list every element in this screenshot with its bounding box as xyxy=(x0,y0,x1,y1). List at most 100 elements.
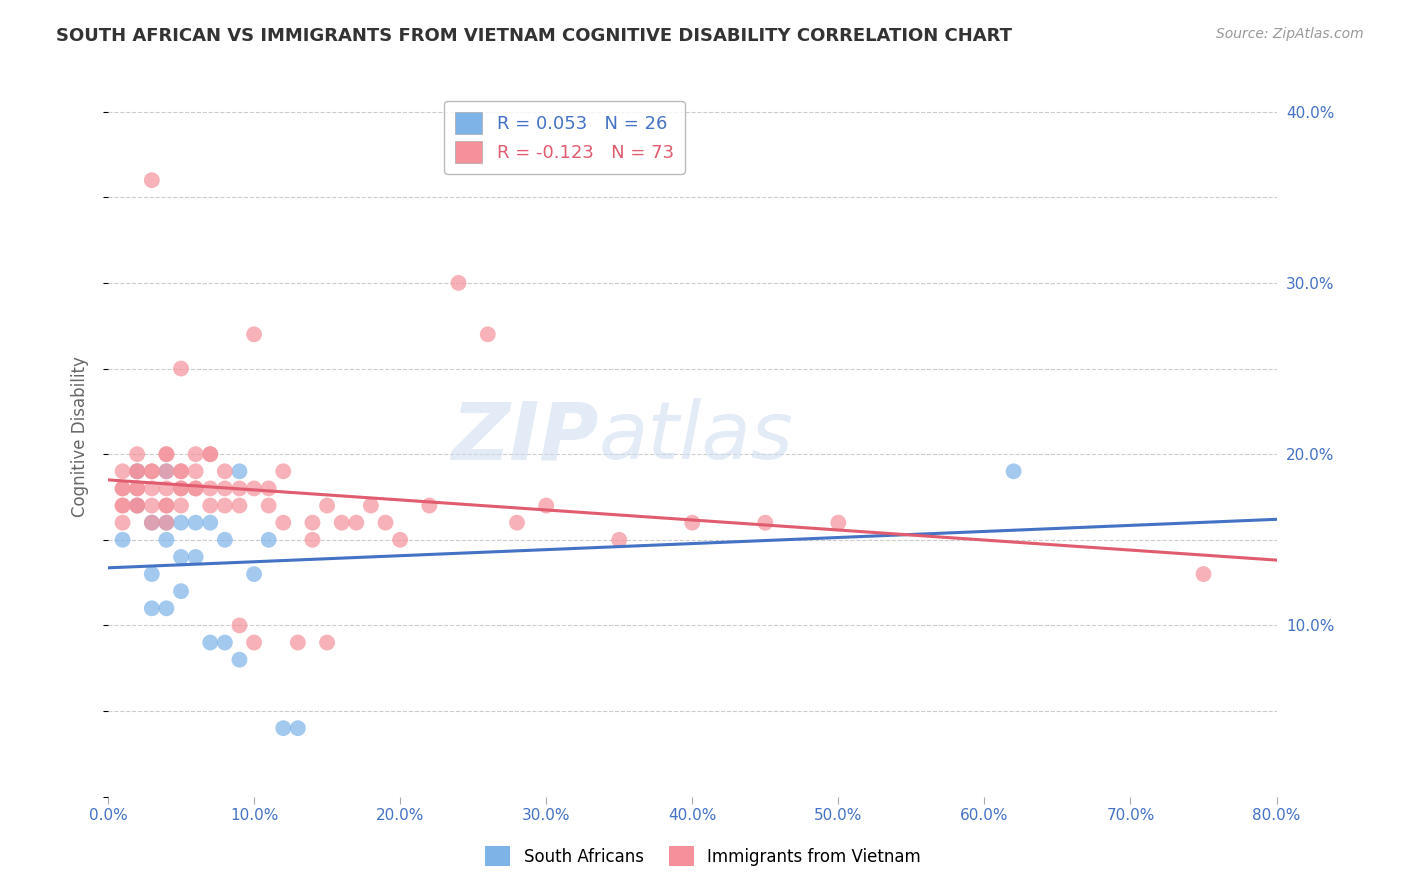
Point xyxy=(257,482,280,496)
Point xyxy=(316,635,339,649)
Point xyxy=(184,516,207,530)
Point xyxy=(228,618,250,632)
Point xyxy=(127,499,149,513)
Point xyxy=(271,516,294,530)
Legend: South Africans, Immigrants from Vietnam: South Africans, Immigrants from Vietnam xyxy=(477,838,929,875)
Point xyxy=(141,516,163,530)
Point xyxy=(170,482,193,496)
Point xyxy=(155,482,177,496)
Point xyxy=(184,549,207,564)
Point xyxy=(447,276,470,290)
Point xyxy=(170,361,193,376)
Point xyxy=(155,447,177,461)
Point xyxy=(141,464,163,478)
Point xyxy=(257,499,280,513)
Point xyxy=(111,516,134,530)
Text: ZIP: ZIP xyxy=(451,398,599,476)
Point xyxy=(184,482,207,496)
Point xyxy=(506,516,529,530)
Point xyxy=(200,499,222,513)
Point xyxy=(155,533,177,547)
Point xyxy=(141,464,163,478)
Point xyxy=(271,721,294,735)
Point xyxy=(111,499,134,513)
Point xyxy=(155,601,177,615)
Point xyxy=(418,499,440,513)
Point xyxy=(287,635,309,649)
Point xyxy=(127,464,149,478)
Point xyxy=(827,516,849,530)
Point xyxy=(214,499,236,513)
Point xyxy=(257,533,280,547)
Point xyxy=(316,499,339,513)
Point xyxy=(1192,567,1215,582)
Point xyxy=(111,533,134,547)
Point xyxy=(228,464,250,478)
Point xyxy=(111,499,134,513)
Point xyxy=(228,499,250,513)
Point xyxy=(155,516,177,530)
Point xyxy=(200,516,222,530)
Text: Source: ZipAtlas.com: Source: ZipAtlas.com xyxy=(1216,27,1364,41)
Point xyxy=(200,635,222,649)
Point xyxy=(127,482,149,496)
Point xyxy=(477,327,499,342)
Point xyxy=(271,464,294,478)
Point xyxy=(301,516,323,530)
Point xyxy=(243,635,266,649)
Legend: R = 0.053   N = 26, R = -0.123   N = 73: R = 0.053 N = 26, R = -0.123 N = 73 xyxy=(444,101,685,174)
Point xyxy=(344,516,367,530)
Point xyxy=(214,635,236,649)
Point xyxy=(228,482,250,496)
Point xyxy=(170,516,193,530)
Point xyxy=(111,482,134,496)
Point xyxy=(155,499,177,513)
Point xyxy=(243,327,266,342)
Point xyxy=(200,482,222,496)
Text: SOUTH AFRICAN VS IMMIGRANTS FROM VIETNAM COGNITIVE DISABILITY CORRELATION CHART: SOUTH AFRICAN VS IMMIGRANTS FROM VIETNAM… xyxy=(56,27,1012,45)
Point xyxy=(214,482,236,496)
Point xyxy=(127,464,149,478)
Point xyxy=(127,447,149,461)
Point xyxy=(127,499,149,513)
Point xyxy=(228,653,250,667)
Point xyxy=(1002,464,1025,478)
Point xyxy=(301,533,323,547)
Point xyxy=(534,499,557,513)
Point xyxy=(170,584,193,599)
Point xyxy=(681,516,703,530)
Point xyxy=(141,567,163,582)
Point xyxy=(141,516,163,530)
Point xyxy=(170,549,193,564)
Point xyxy=(360,499,382,513)
Point xyxy=(155,499,177,513)
Point xyxy=(389,533,412,547)
Point xyxy=(170,499,193,513)
Point xyxy=(155,464,177,478)
Point xyxy=(184,482,207,496)
Point xyxy=(184,464,207,478)
Point xyxy=(155,516,177,530)
Point xyxy=(111,464,134,478)
Point xyxy=(111,482,134,496)
Point xyxy=(155,447,177,461)
Point xyxy=(200,447,222,461)
Point xyxy=(607,533,630,547)
Point xyxy=(214,464,236,478)
Point xyxy=(141,482,163,496)
Point xyxy=(170,482,193,496)
Point xyxy=(330,516,353,530)
Point xyxy=(374,516,396,530)
Point xyxy=(243,567,266,582)
Point xyxy=(214,533,236,547)
Point xyxy=(127,464,149,478)
Point xyxy=(170,464,193,478)
Point xyxy=(170,464,193,478)
Point xyxy=(141,173,163,187)
Point xyxy=(243,482,266,496)
Point xyxy=(127,482,149,496)
Text: atlas: atlas xyxy=(599,398,793,476)
Point xyxy=(141,601,163,615)
Point xyxy=(287,721,309,735)
Y-axis label: Cognitive Disability: Cognitive Disability xyxy=(72,357,89,517)
